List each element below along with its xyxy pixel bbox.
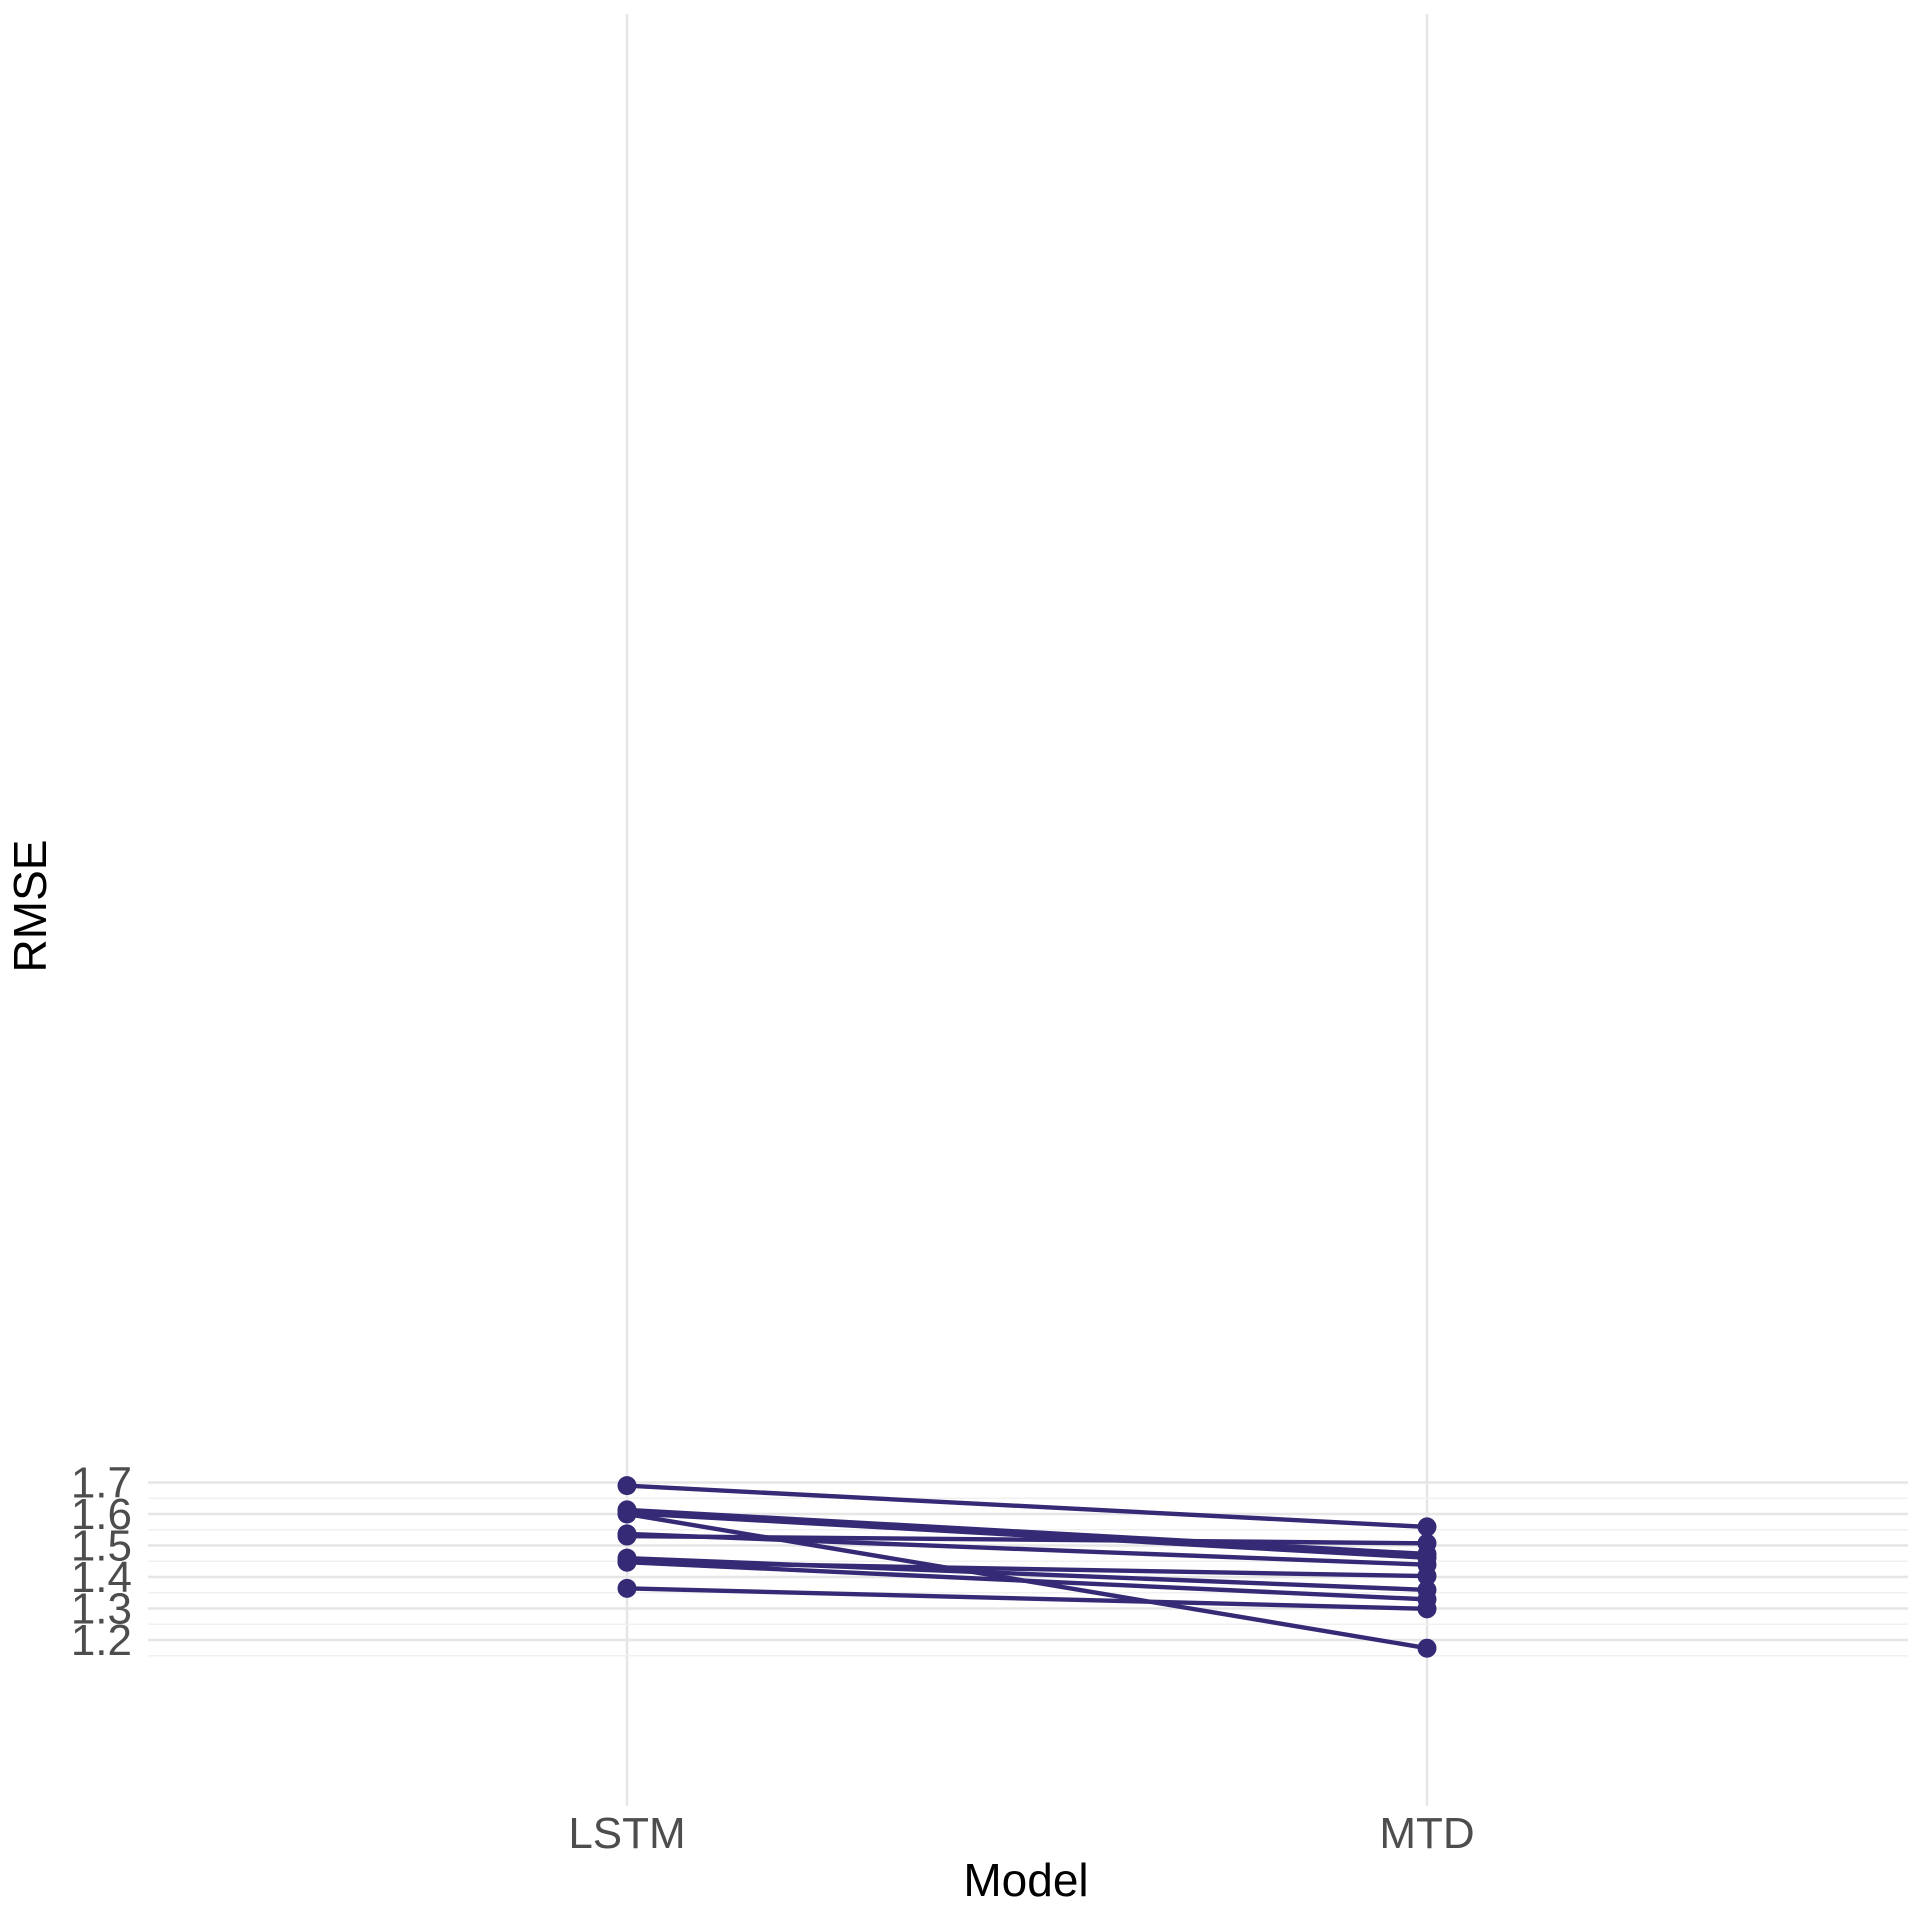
data-point-1-lstm: [617, 1476, 637, 1496]
data-point-6-mtd: [1417, 1533, 1437, 1553]
series-line-3: [624, 1510, 1430, 1560]
y-tick-label: 1.2: [71, 1616, 132, 1665]
y-tick-label: 1.4: [71, 1553, 132, 1602]
series-lines: [624, 1483, 1430, 1651]
series-line-6: [624, 1533, 1430, 1546]
series-points: [617, 1476, 1437, 1658]
y-axis-title: RMSE: [4, 840, 56, 973]
series-line-1: [624, 1483, 1430, 1530]
x-tick-label-lstm: LSTM: [568, 1809, 685, 1858]
series-line-2: [624, 1507, 1430, 1557]
y-tick-label: 1.3: [71, 1585, 132, 1634]
data-point-10-mtd: [1417, 1599, 1437, 1619]
data-point-9-lstm: [617, 1552, 637, 1572]
data-point-8-mtd: [1417, 1566, 1437, 1586]
y-tick-label: 1.6: [71, 1490, 132, 1539]
data-point-4-lstm: [617, 1504, 637, 1524]
data-point-1-mtd: [1417, 1517, 1437, 1537]
x-tick-label-mtd: MTD: [1379, 1809, 1474, 1858]
series-line-8: [624, 1559, 1430, 1579]
y-tick-label: 1.5: [71, 1522, 132, 1571]
grid: [148, 14, 1908, 1806]
data-point-10-lstm: [617, 1578, 637, 1598]
data-point-6-lstm: [617, 1526, 637, 1546]
x-axis-title: Model: [963, 1854, 1088, 1906]
x-axis-ticks: LSTM MTD: [568, 1809, 1474, 1858]
data-point-4-mtd: [1417, 1638, 1437, 1658]
series-line-9: [624, 1559, 1430, 1602]
y-axis-ticks: 1.21.31.41.51.61.7: [71, 1459, 132, 1666]
series-line-10: [624, 1586, 1430, 1612]
y-tick-label: 1.7: [71, 1459, 132, 1508]
